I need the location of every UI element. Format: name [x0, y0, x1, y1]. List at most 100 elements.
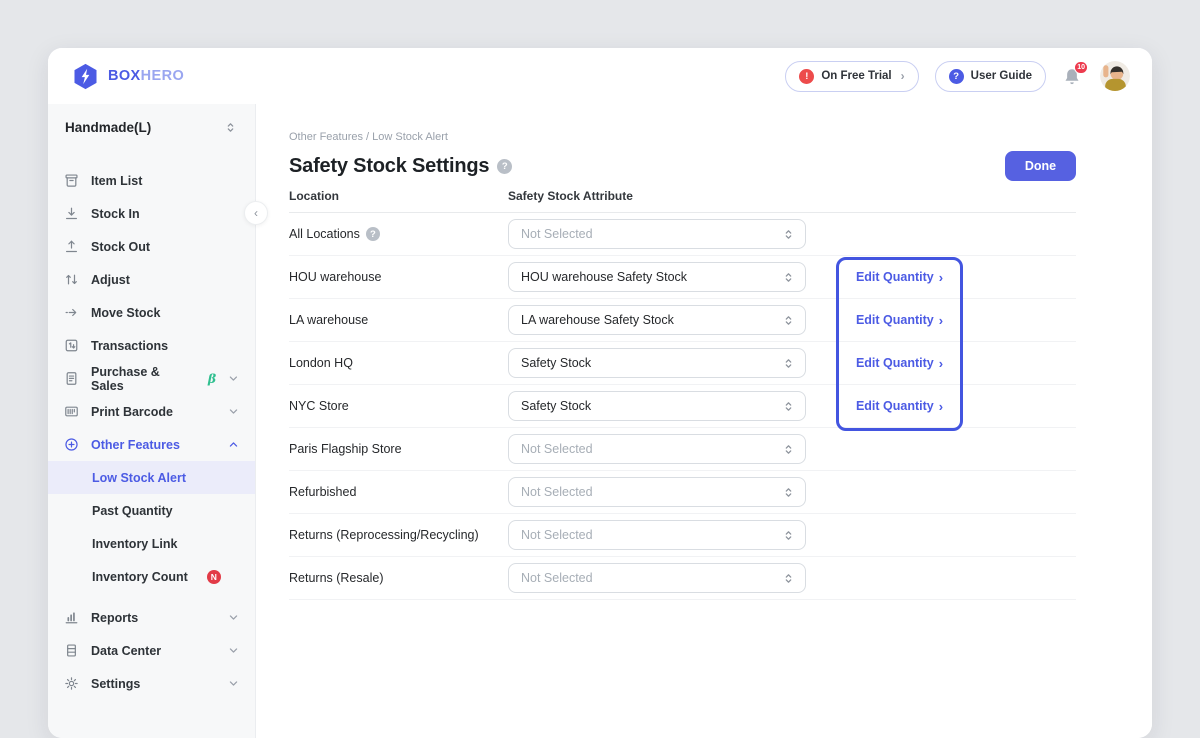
free-trial-button[interactable]: ! On Free Trial ›	[785, 60, 919, 92]
workspace-name: Handmade(L)	[65, 119, 152, 135]
location-cell: Paris Flagship Store	[289, 442, 508, 456]
location-cell: LA warehouse	[289, 313, 508, 327]
attribute-select-value: Not Selected	[521, 528, 593, 542]
sidebar-item-stock-in[interactable]: Stock In	[48, 197, 255, 230]
sidebar-item-reports[interactable]: Reports	[48, 601, 255, 634]
sidebar-item-purchase-sales[interactable]: Purchase & Sales β	[48, 362, 255, 395]
edit-quantity-label: Edit Quantity	[855, 270, 934, 284]
boxhero-hexagon-icon	[74, 63, 97, 89]
table-row: HOU warehouse HOU warehouse Safety Stock E…	[289, 256, 1076, 299]
done-button[interactable]: Done	[1005, 151, 1076, 181]
user-guide-button[interactable]: ? User Guide	[934, 60, 1046, 92]
edit-quantity-link[interactable]: Edit Quantity ›	[836, 399, 963, 414]
attribute-select[interactable]: HOU warehouse Safety Stock	[508, 262, 806, 292]
user-avatar[interactable]	[1100, 61, 1130, 91]
table-row: Refurbished Not Selected	[289, 471, 1076, 514]
sorter-icon	[785, 573, 792, 583]
edit-quantity-label: Edit Quantity	[855, 399, 934, 413]
notifications-button[interactable]: 10	[1062, 61, 1088, 88]
sorter-icon	[785, 444, 792, 454]
location-cell: London HQ	[289, 356, 508, 370]
sorter-icon	[785, 272, 792, 282]
attribute-select-value: Not Selected	[521, 571, 593, 585]
location-label: HOU warehouse	[289, 270, 382, 284]
sidebar-item-label: Item List	[91, 173, 143, 188]
sidebar-item-label: Inventory Link	[92, 536, 178, 551]
sidebar-item-label: Data Center	[91, 643, 162, 658]
transactions-icon	[65, 339, 78, 352]
attribute-select-value: LA warehouse Safety Stock	[521, 313, 674, 327]
edit-quantity-label: Edit Quantity	[855, 313, 934, 327]
topbar: BOXHERO ! On Free Trial › ? User Guide 1…	[48, 48, 1152, 104]
avatar-image	[1100, 61, 1130, 91]
sidebar-item-low-stock-alert[interactable]: Low Stock Alert	[48, 461, 255, 494]
boxhero-wordmark: BOXHERO	[108, 68, 185, 84]
workspace-selector[interactable]: Handmade(L)	[48, 104, 255, 150]
edit-quantity-link[interactable]: Edit Quantity ›	[836, 356, 963, 371]
location-label: NYC Store	[289, 399, 349, 413]
user-guide-label: User Guide	[970, 70, 1032, 82]
location-label: London HQ	[289, 356, 353, 370]
attribute-select[interactable]: Not Selected	[508, 520, 806, 550]
sidebar-item-inventory-count[interactable]: Inventory Count N	[48, 560, 255, 593]
sidebar-item-item-list[interactable]: Item List	[48, 164, 255, 197]
sidebar-item-data-center[interactable]: Data Center	[48, 634, 255, 667]
chevron-down-icon	[229, 615, 238, 620]
sorter-icon	[785, 229, 792, 239]
sidebar-item-label: Stock Out	[91, 239, 151, 254]
sidebar-item-label: Other Features	[91, 437, 180, 452]
location-label: Returns (Resale)	[289, 571, 384, 585]
location-help-icon[interactable]: ?	[365, 227, 380, 241]
sorter-icon	[785, 401, 792, 411]
breadcrumb: Other Features / Low Stock Alert	[289, 131, 448, 143]
sidebar-item-label: Stock In	[91, 206, 140, 221]
attribute-select[interactable]: Not Selected	[508, 477, 806, 507]
location-label: LA warehouse	[289, 313, 369, 327]
move-stock-icon	[65, 308, 77, 317]
location-cell: Returns (Reprocessing/Recycling)	[289, 528, 508, 542]
sidebar-item-other-features[interactable]: Other Features	[48, 428, 255, 461]
chevron-down-icon	[229, 648, 238, 653]
sidebar-item-move-stock[interactable]: Move Stock	[48, 296, 255, 329]
location-label: All Locations	[289, 227, 360, 241]
chevron-right-icon: ›	[900, 69, 905, 83]
sidebar-item-settings[interactable]: Settings	[48, 667, 255, 700]
sidebar-item-label: Print Barcode	[91, 404, 173, 419]
trial-alert-icon: !	[799, 68, 815, 84]
location-cell: Refurbished	[289, 485, 508, 499]
attribute-select[interactable]: Not Selected	[508, 563, 806, 593]
boxhero-logo[interactable]: BOXHERO	[72, 63, 184, 90]
edit-quantity-link[interactable]: Edit Quantity ›	[836, 270, 963, 285]
settings-icon	[65, 677, 78, 690]
sidebar-item-stock-out[interactable]: Stock Out	[48, 230, 255, 263]
sidebar-item-adjust[interactable]: Adjust	[48, 263, 255, 296]
print-barcode-icon	[65, 406, 78, 417]
attribute-select[interactable]: Not Selected	[508, 434, 806, 464]
attribute-select[interactable]: LA warehouse Safety Stock	[508, 305, 806, 335]
location-cell: All Locations?	[289, 227, 508, 241]
chevron-right-icon: ›	[938, 269, 944, 285]
sidebar-item-label: Reports	[91, 610, 139, 625]
sidebar-item-inventory-link[interactable]: Inventory Link	[48, 527, 255, 560]
notification-count-badge: 10	[1074, 61, 1088, 74]
sidebar-item-print-barcode[interactable]: Print Barcode	[48, 395, 255, 428]
attribute-select[interactable]: Safety Stock	[508, 348, 806, 378]
sidebar-item-label: Adjust	[91, 272, 130, 287]
sidebar: Handmade(L) Item List Stock In Stock Out Ad…	[48, 104, 256, 738]
sidebar-collapse-button[interactable]: ‹	[244, 201, 268, 225]
sidebar-item-transactions[interactable]: Transactions	[48, 329, 255, 362]
chevron-right-icon: ›	[938, 355, 944, 371]
attribute-select-value: Not Selected	[521, 485, 593, 499]
sidebar-item-past-quantity[interactable]: Past Quantity	[48, 494, 255, 527]
plus-circle-icon	[65, 438, 78, 451]
table-row: London HQ Safety Stock Edit Quantity ›	[289, 342, 1076, 385]
stock-in-icon	[66, 207, 77, 220]
location-label: Refurbished	[289, 485, 357, 499]
title-help-icon[interactable]: ?	[497, 158, 513, 174]
attribute-select[interactable]: Not Selected	[508, 219, 806, 249]
attribute-select-value: Not Selected	[521, 442, 593, 456]
edit-quantity-link[interactable]: Edit Quantity ›	[836, 313, 963, 328]
question-circle-icon: ?	[948, 68, 964, 84]
attribute-select[interactable]: Safety Stock	[508, 391, 806, 421]
column-attribute: Safety Stock Attribute	[508, 189, 633, 203]
